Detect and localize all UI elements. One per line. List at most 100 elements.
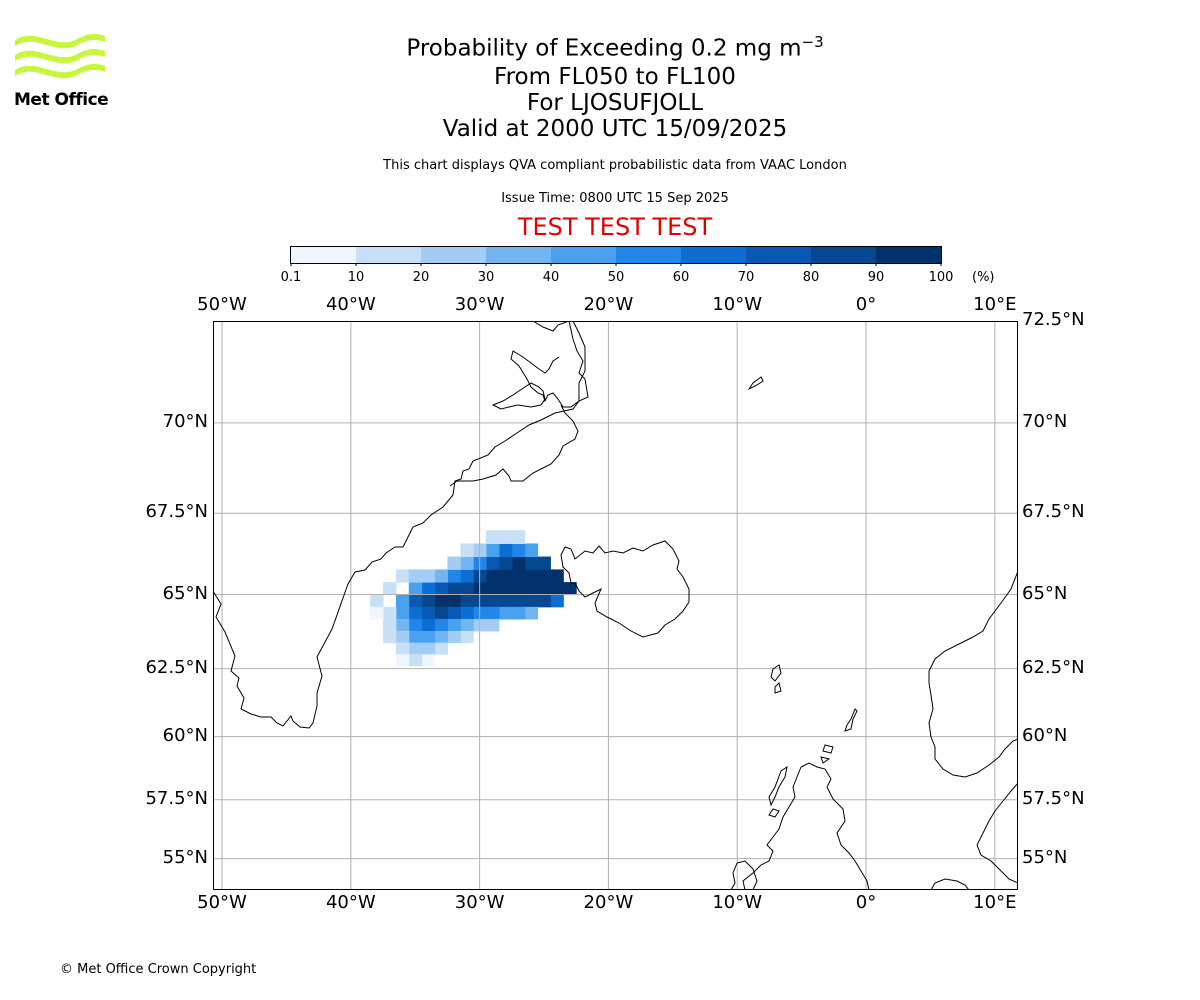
plume-cell [524,594,539,608]
chart-title-level-range: From FL050 to FL100 [494,64,736,90]
plume-cell [498,556,513,570]
shetland-coastline [844,708,858,732]
plume-cell [434,594,448,608]
coastlines [213,321,1018,890]
longitude-label-top: 20°W [583,294,634,315]
latitude-label-right: 72.5°N [1022,309,1085,330]
plume-cell [524,556,539,570]
latitude-label-right: 67.5°N [1022,501,1085,523]
plume-cell [550,594,564,608]
longitude-label-top: 0° [855,294,877,315]
plume-cell [511,530,526,544]
plume-cell [460,594,474,608]
plume-cell [408,594,423,608]
plume-cell [447,569,461,583]
plume-cell [460,543,474,558]
plume-cell [408,582,423,596]
jan-mayen-coastline [747,376,764,391]
plume-cell [447,594,461,608]
plume-cell [486,618,500,632]
colorbar-segment [551,247,617,263]
plume-cell [498,594,513,608]
colorbar-tick-label: 90 [867,270,885,285]
colorbar-segment [421,247,487,263]
plume-cell [421,642,436,655]
colorbar-segment [876,247,942,263]
plume-cell [395,642,410,655]
plume-cell [460,569,474,583]
plume-cell [486,543,500,558]
hebrides-coastline [768,765,788,818]
plume-cell [460,630,474,644]
plume-cell [434,642,448,655]
plume-cell [550,569,564,583]
longitude-label-bottom: 40°W [325,892,376,913]
map-gridlines [213,321,1018,890]
longitude-label-top: 10°W [712,294,763,315]
colorbar-segment [486,247,552,263]
orkney-coastline [820,744,834,764]
plume-cell [408,569,423,583]
plume-cell [383,606,397,620]
colorbar-tick-label: 0.1 [280,270,302,285]
longitude-label-bottom: 10°E [973,892,1017,913]
plume-cell [460,582,474,596]
plume-cell [524,543,539,558]
colorbar-segment [811,247,877,263]
plume-cell [395,606,410,620]
plume-cell [395,618,410,632]
norway-coastline [928,570,1018,778]
plume-cell [511,606,526,620]
latitude-label-right: 65°N [1022,582,1068,604]
plume-cell [486,582,500,596]
plume-cell [370,594,384,608]
plume-cell [447,582,461,596]
chart-title-text: Probability of Exceeding 0.2 mg m [406,35,802,62]
plume-cell [434,618,448,632]
iceland-coastline [560,540,690,638]
plume-cell [408,630,423,644]
colorbar-tick-label: 100 [928,270,954,285]
colorbar-segment [616,247,682,263]
plume-cell [537,594,551,608]
plume-cell [395,569,410,583]
plume-cell [408,654,423,667]
plume-cell [460,556,474,570]
issue-time: Issue Time: 0800 UTC 15 Sep 2025 [501,191,729,206]
chart-subtitle: This chart displays QVA compliant probab… [383,158,847,173]
plume-cell [498,530,513,544]
plume-cell [434,582,448,596]
plume-cell [383,618,397,632]
greenland-coastline [213,321,589,729]
plume-cell [383,630,397,644]
longitude-label-bottom: 30°W [454,892,505,913]
longitude-label-top: 10°E [973,294,1017,315]
latitude-label-left: 55°N [162,846,208,868]
plume-cell [408,618,423,632]
latitude-label-left: 70°N [162,410,208,432]
scoresby-sund-coastline [491,382,546,410]
plume-cell [498,582,513,596]
plume-cell [537,569,551,583]
ash-probability-plume [370,530,577,667]
plume-cell [498,606,513,620]
plume-cell [486,569,500,583]
colorbar-tick-label: 10 [347,270,365,285]
plume-cell [447,606,461,620]
longitude-label-bottom: 0° [855,892,877,913]
plume-cell [486,556,500,570]
plume-cell [447,618,461,632]
colorbar-segment [291,247,357,263]
plume-cell [395,594,410,608]
plume-cell [511,543,526,558]
colorbar-tick-label: 80 [802,270,820,285]
met-office-logo-icon [15,34,105,79]
logo-text: Met Office [14,90,109,110]
plume-cell [395,654,410,667]
plume-cell [486,594,500,608]
plume-cell [408,642,423,655]
plume-cell [421,618,436,632]
plume-cell [408,606,423,620]
plume-cell [537,556,551,570]
plume-cell [447,630,461,644]
